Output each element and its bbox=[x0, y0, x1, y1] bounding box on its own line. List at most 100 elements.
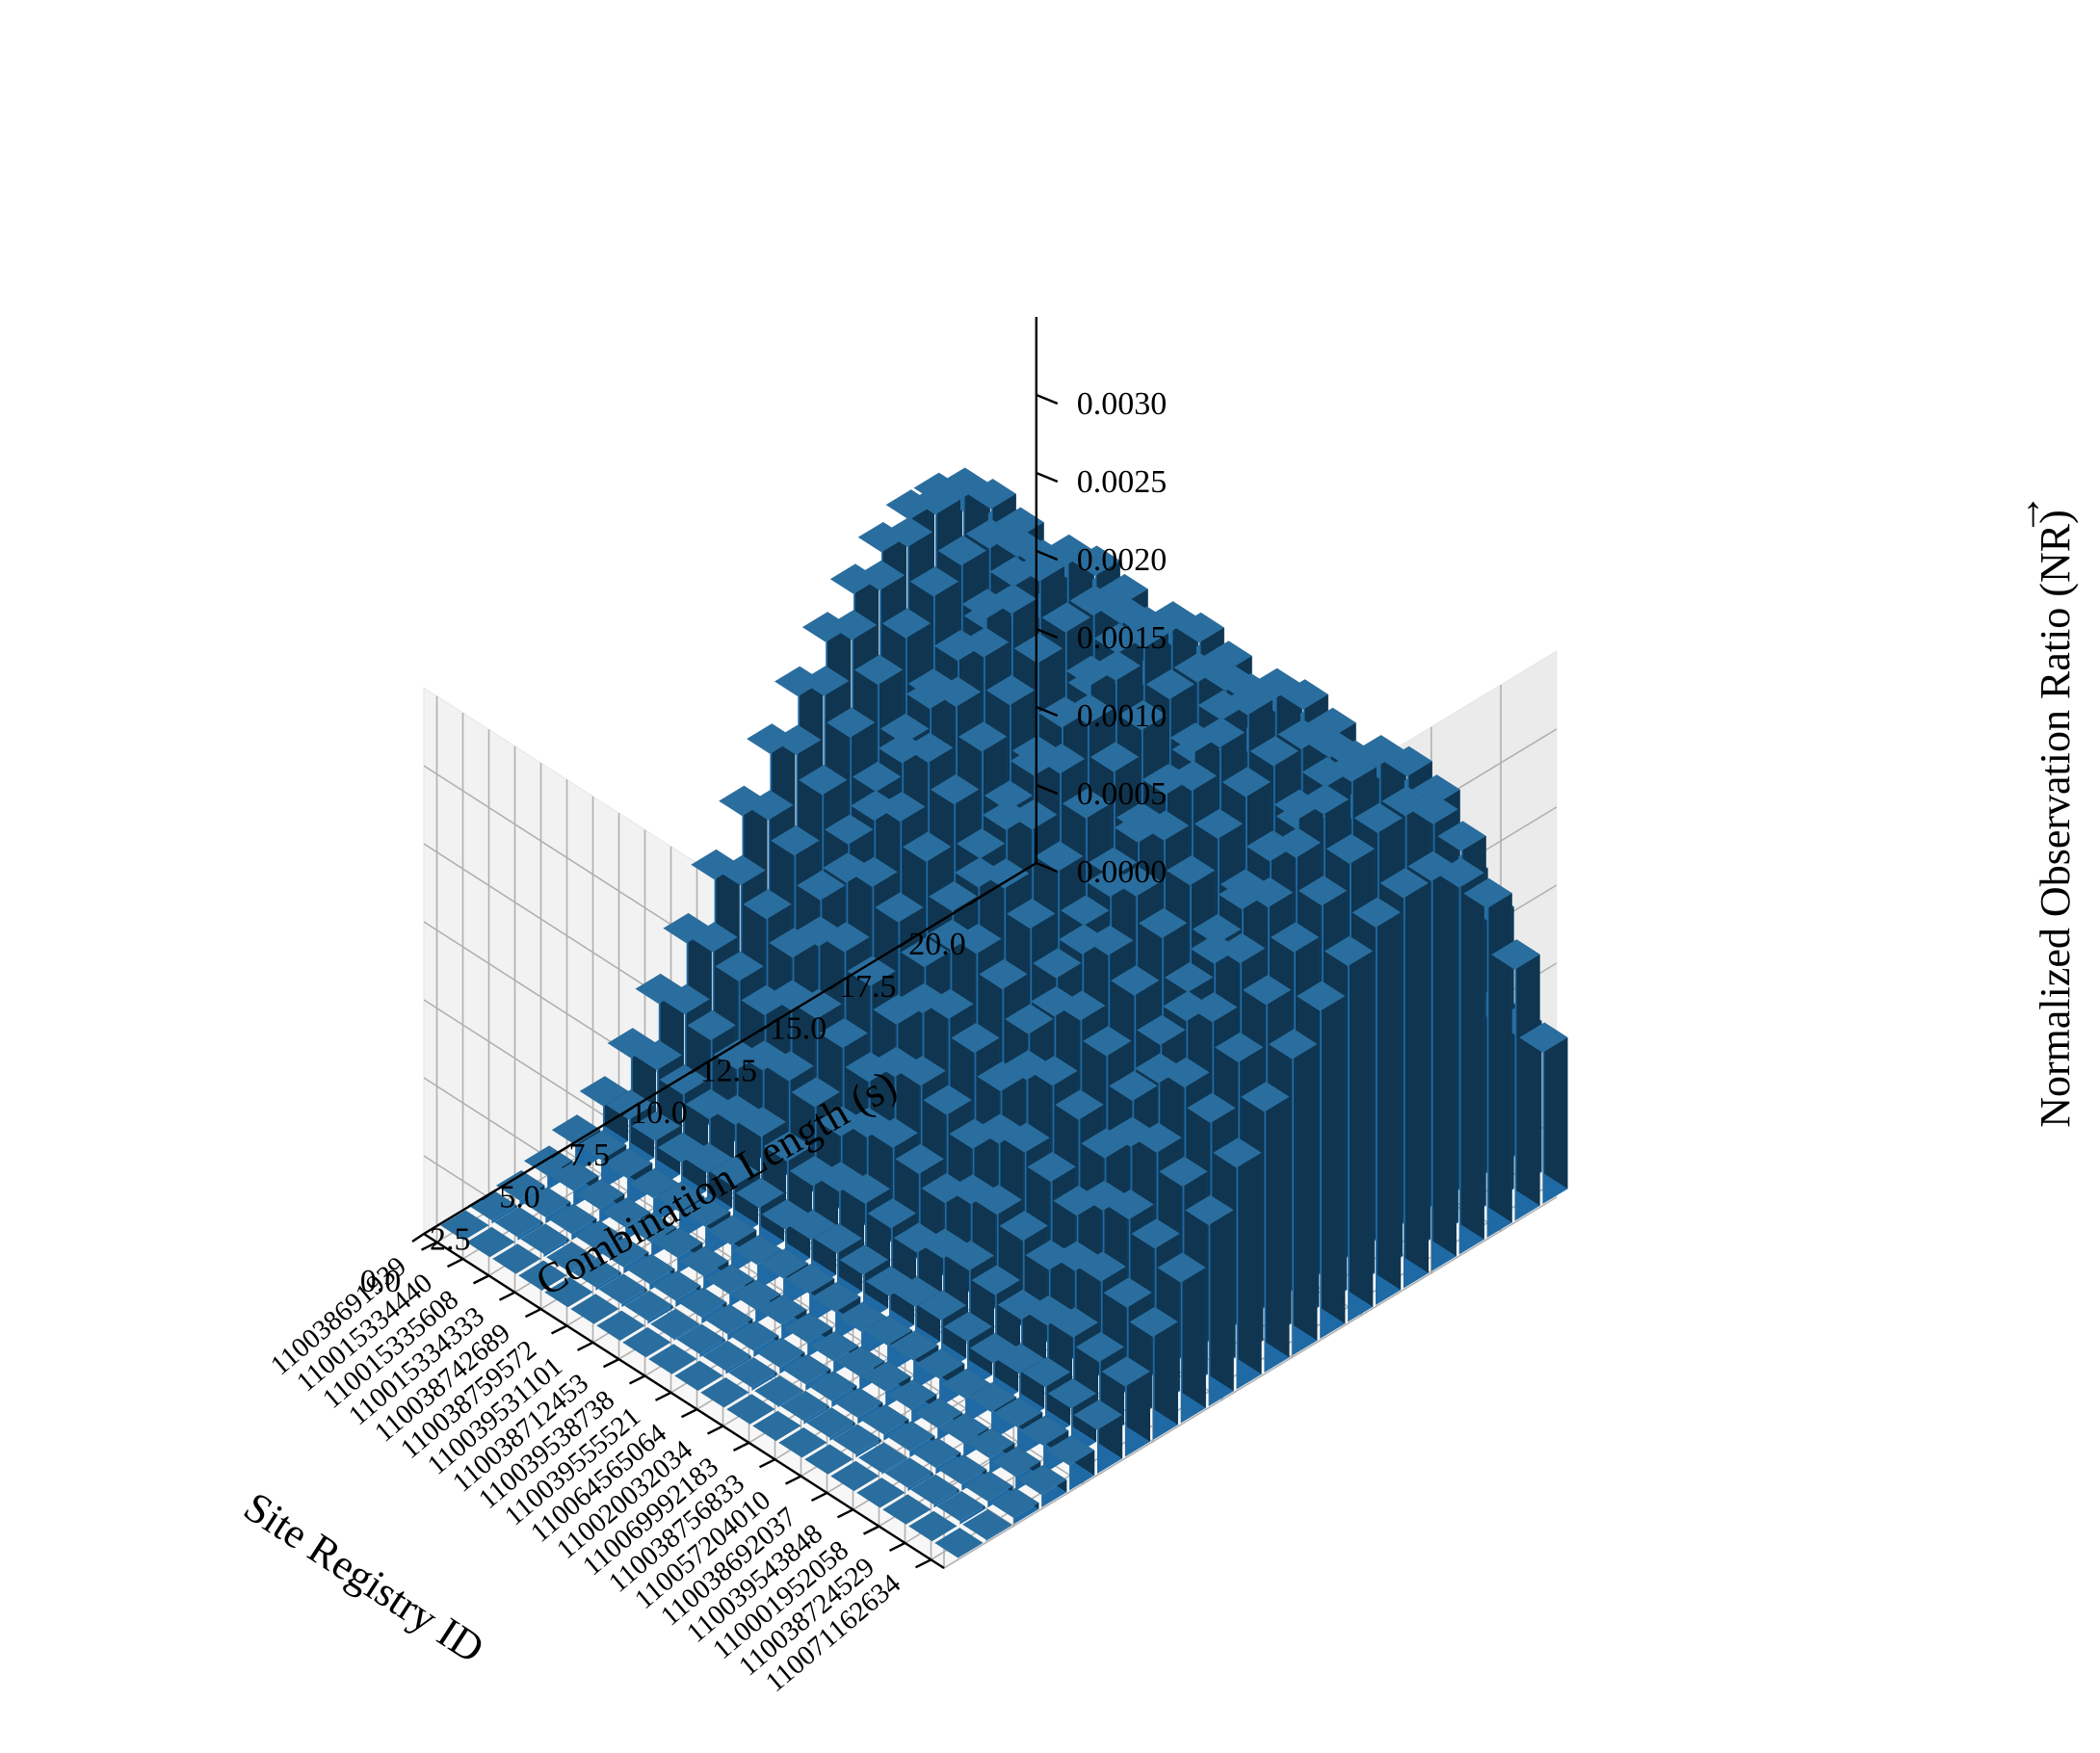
bar-top-face bbox=[1189, 992, 1238, 1023]
bar-top-face bbox=[855, 560, 906, 591]
bar-top-face bbox=[1129, 1306, 1178, 1338]
site-tick bbox=[862, 1525, 880, 1535]
x-tick-label: 12.5 bbox=[700, 1053, 758, 1088]
bar-top-face bbox=[759, 1248, 809, 1279]
x-tick bbox=[968, 896, 982, 905]
bar-top-face bbox=[1049, 1307, 1098, 1338]
bar-top-face bbox=[737, 1107, 786, 1138]
bar-top-face bbox=[1055, 1089, 1104, 1120]
bar bbox=[882, 1494, 932, 1525]
bar-top-face bbox=[757, 1294, 807, 1325]
bar-top-face bbox=[659, 1064, 708, 1095]
bar-top-face bbox=[808, 1371, 857, 1401]
bar-top-face bbox=[1083, 1026, 1132, 1057]
bar-top-face bbox=[793, 988, 842, 1019]
bar-top-face bbox=[1017, 1464, 1067, 1495]
bar-top-face bbox=[678, 1287, 727, 1318]
bar-top-face bbox=[631, 1111, 681, 1141]
bar-top-face bbox=[522, 1187, 571, 1217]
bar-side-face bbox=[1377, 897, 1402, 1291]
bar-top-face bbox=[633, 1039, 682, 1071]
bar-top-face bbox=[1213, 1138, 1262, 1168]
bar-side-face bbox=[1432, 850, 1457, 1257]
bar-top-face bbox=[661, 983, 710, 1015]
bar-top-face bbox=[979, 958, 1028, 990]
bar-top-face bbox=[1279, 679, 1328, 710]
bar bbox=[700, 1377, 749, 1408]
bar-top-face bbox=[865, 1266, 915, 1296]
bar-top-face bbox=[1005, 1004, 1054, 1034]
bar-top-face bbox=[648, 1344, 697, 1374]
bar-top-face bbox=[728, 1357, 777, 1388]
bar-top-face bbox=[913, 1398, 963, 1428]
bar-top-face bbox=[1087, 866, 1136, 898]
bar-top-face bbox=[1139, 907, 1188, 939]
bar bbox=[1129, 1306, 1178, 1440]
bar-top-face bbox=[923, 1085, 972, 1115]
bar-top-face bbox=[991, 1446, 1041, 1478]
bar-top-face bbox=[871, 1046, 920, 1078]
bar-top-face bbox=[819, 1018, 868, 1049]
bar-top-face bbox=[572, 1257, 621, 1288]
bar-top-face bbox=[601, 1197, 651, 1228]
bar-top-face bbox=[879, 713, 930, 745]
bar-front-face bbox=[933, 1489, 959, 1508]
bar-top-face bbox=[1195, 717, 1246, 748]
bar-front-face bbox=[621, 1289, 647, 1308]
bar-top-face bbox=[681, 1196, 731, 1227]
bar-top-face bbox=[877, 791, 926, 823]
bar-top-face bbox=[689, 922, 738, 953]
bar-top-face bbox=[1062, 788, 1112, 819]
bar-top-face bbox=[1324, 935, 1374, 967]
bar-top-face bbox=[1031, 986, 1080, 1017]
bar bbox=[1073, 1400, 1123, 1474]
bar-top-face bbox=[909, 566, 959, 597]
bar-top-face bbox=[707, 1215, 757, 1245]
bar-top-face bbox=[705, 1264, 755, 1295]
bar-top-face bbox=[778, 1427, 827, 1458]
bar-top-face bbox=[825, 814, 874, 845]
z-tick-labels: 0.0000 0.0005 0.0010 0.0015 0.0020 0.002… bbox=[1077, 386, 1168, 890]
bar-top-face bbox=[1519, 1022, 1568, 1053]
x-tick bbox=[828, 980, 843, 990]
bar-top-face bbox=[983, 799, 1032, 830]
site-tick bbox=[836, 1508, 854, 1519]
bar bbox=[804, 1444, 853, 1475]
bar bbox=[754, 1375, 803, 1408]
bar-top-face bbox=[889, 1330, 939, 1361]
bar bbox=[624, 1290, 673, 1324]
site-tick bbox=[888, 1541, 906, 1553]
bar-top-face bbox=[1085, 925, 1134, 955]
bar-top-face bbox=[739, 1040, 788, 1071]
bar bbox=[936, 1491, 985, 1525]
bar-top-face bbox=[1201, 660, 1250, 692]
bar-top-face bbox=[1147, 601, 1196, 632]
bar-top-face bbox=[466, 1226, 515, 1258]
z-tick bbox=[1036, 393, 1059, 406]
bar-top-face bbox=[964, 1471, 1013, 1502]
x-tick bbox=[481, 1190, 494, 1201]
bar-top-face bbox=[780, 1391, 829, 1422]
bar-top-face bbox=[863, 1315, 913, 1346]
bar-top-face bbox=[577, 1130, 627, 1161]
bar bbox=[910, 1474, 959, 1508]
bar-top-face bbox=[1035, 841, 1084, 872]
bar-top-face bbox=[1117, 699, 1168, 731]
bar-top-face bbox=[795, 916, 844, 947]
bar-front-face bbox=[959, 1505, 985, 1525]
bar-top-face bbox=[938, 1454, 987, 1485]
bar-top-face bbox=[835, 1346, 885, 1376]
bar-top-face bbox=[1145, 668, 1194, 700]
bar-top-face bbox=[1161, 1057, 1210, 1088]
bar-top-face bbox=[1379, 868, 1429, 899]
bar-top-face bbox=[1089, 742, 1140, 772]
bar-top-face bbox=[809, 1330, 859, 1362]
bar-top-face bbox=[869, 1117, 918, 1148]
bar-top-face bbox=[1036, 744, 1086, 774]
bar-top-face bbox=[995, 1343, 1045, 1374]
bar-top-face bbox=[624, 1290, 673, 1321]
bar-top-face bbox=[1113, 866, 1162, 897]
bar-top-face bbox=[546, 1242, 595, 1272]
bar-top-face bbox=[713, 1039, 762, 1070]
bar-top-face bbox=[1003, 1050, 1052, 1081]
